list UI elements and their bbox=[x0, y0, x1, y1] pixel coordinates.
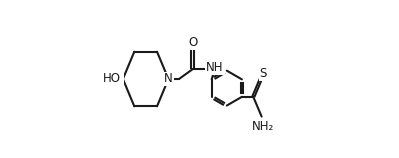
Text: O: O bbox=[188, 36, 197, 49]
Text: N: N bbox=[164, 73, 173, 85]
Text: S: S bbox=[259, 67, 267, 80]
Text: NH₂: NH₂ bbox=[252, 120, 274, 133]
Text: NH: NH bbox=[206, 61, 224, 74]
Text: HO: HO bbox=[103, 73, 120, 85]
